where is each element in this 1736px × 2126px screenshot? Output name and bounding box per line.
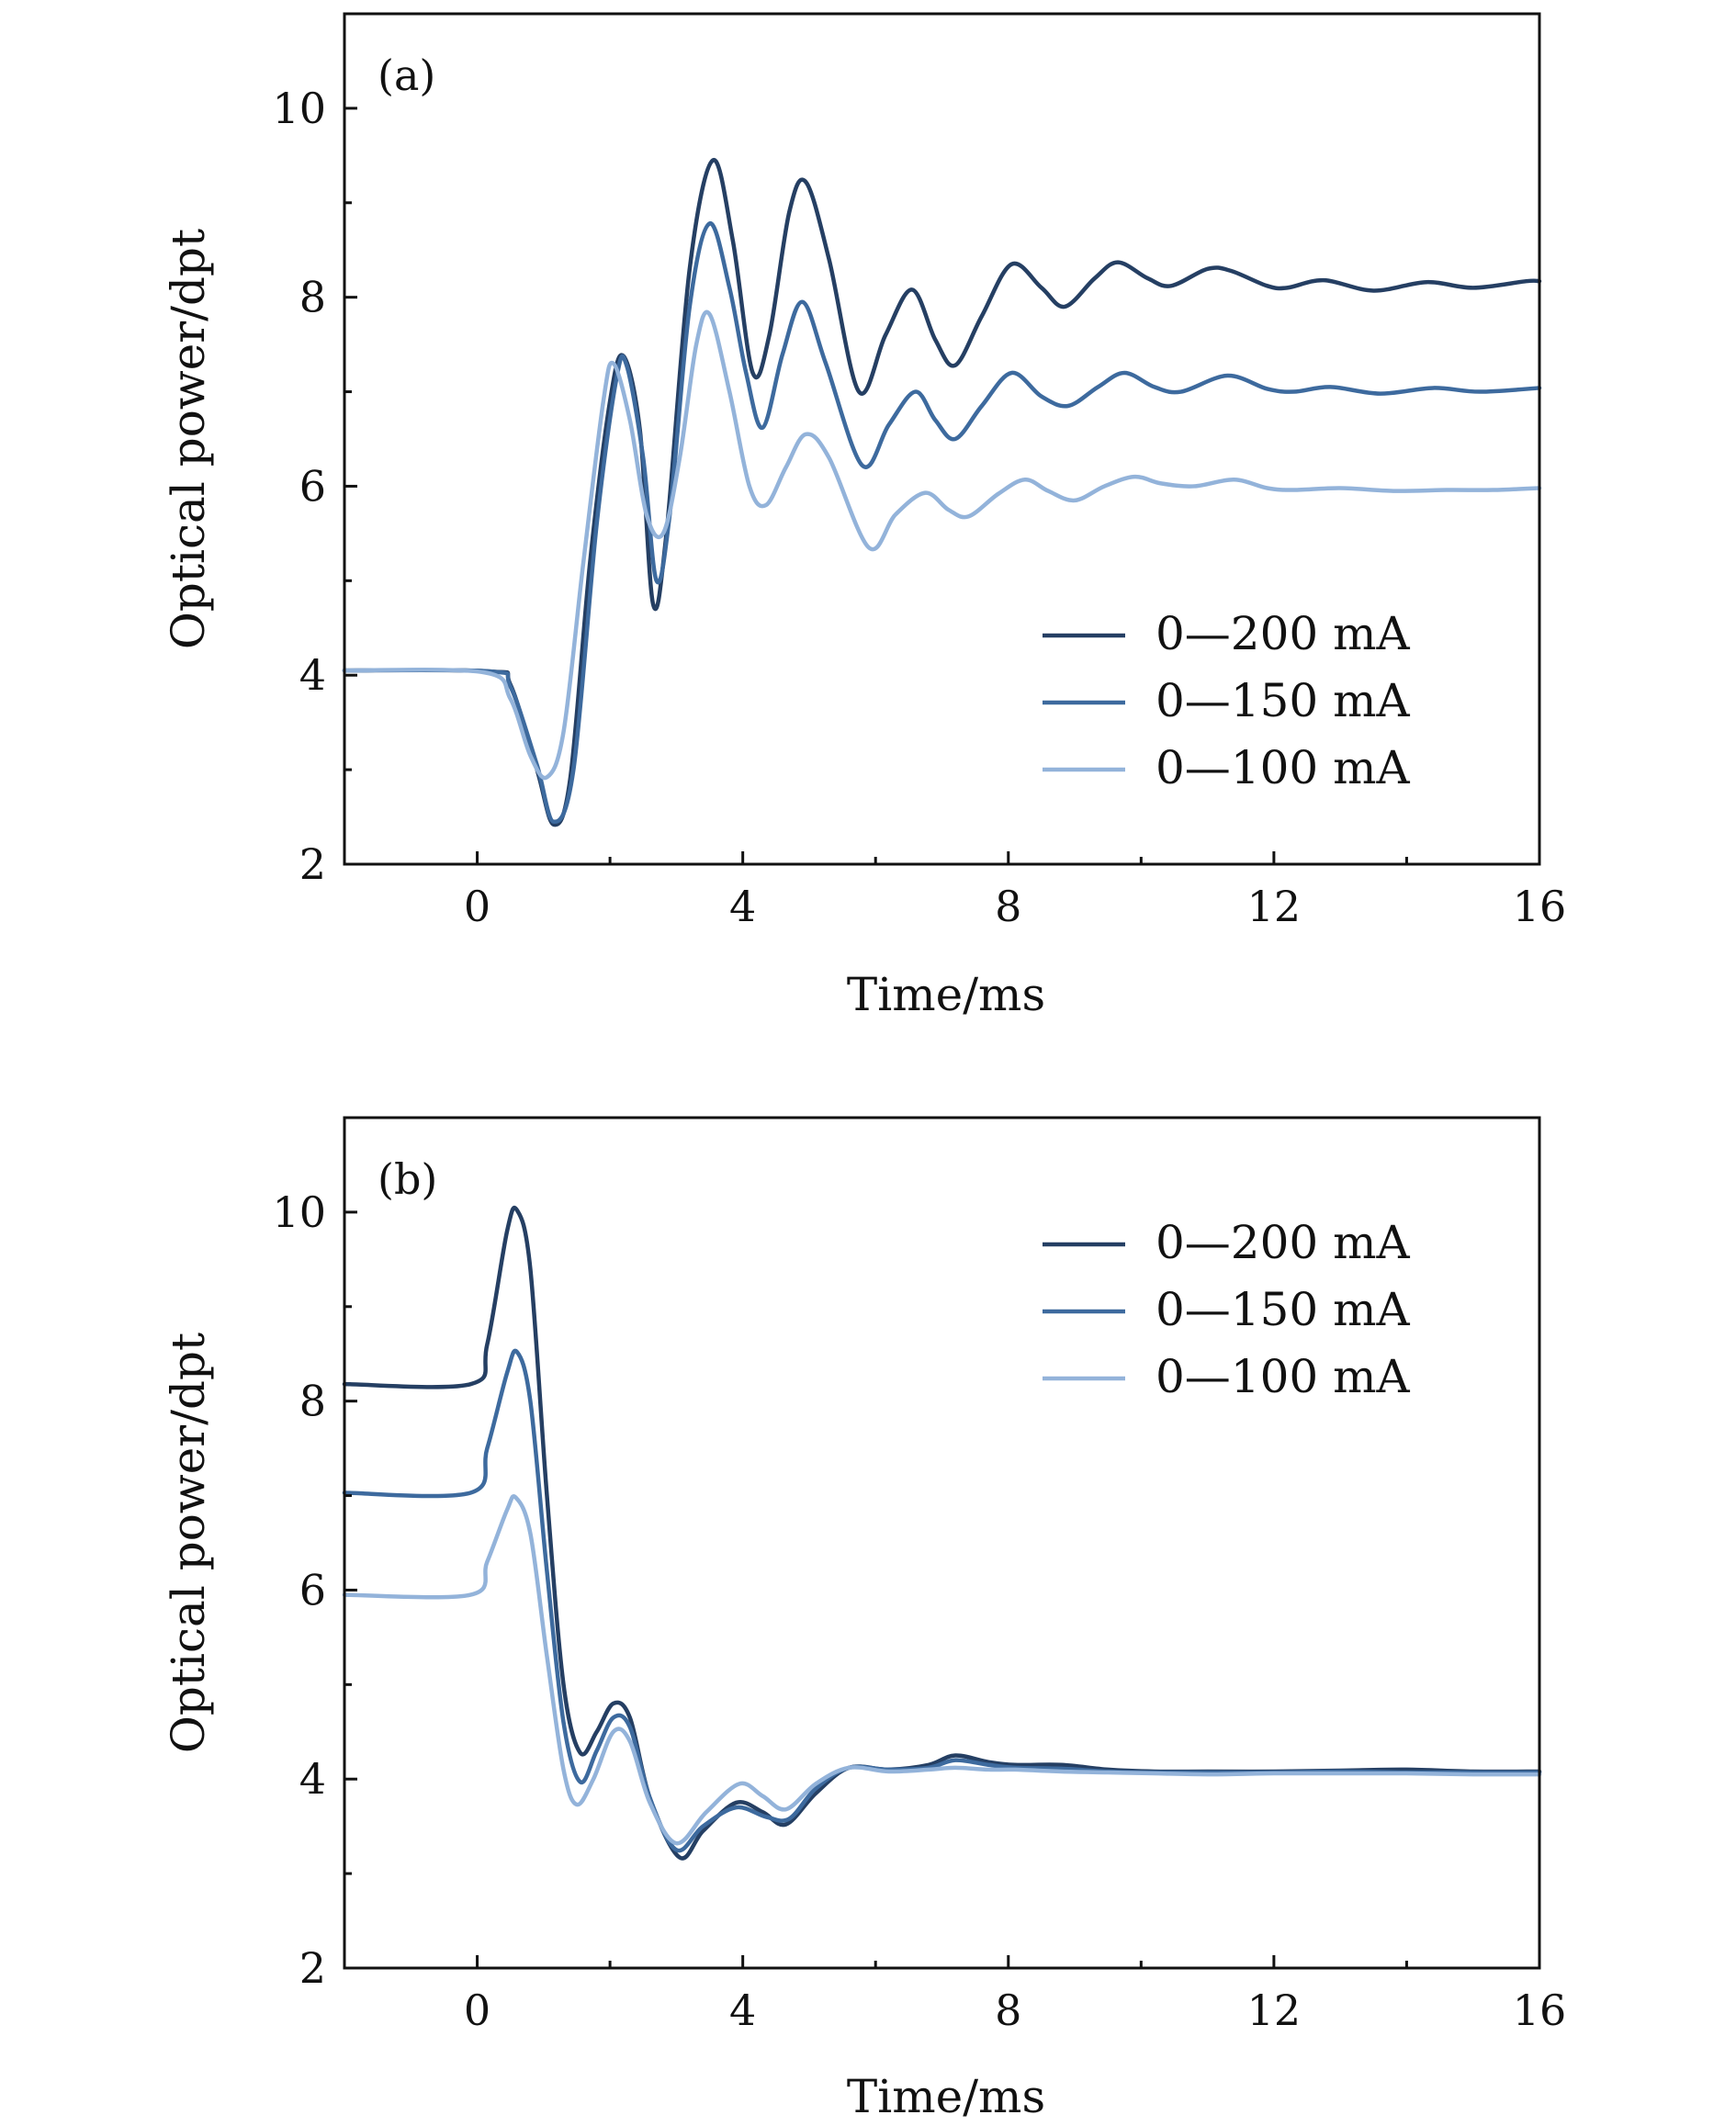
y-tick-label: 10 <box>272 84 326 133</box>
x-tick-label: 16 <box>1513 882 1567 931</box>
panel-a: 2 4 6 8 10 0 4 8 12 16 (a) Time/ms Optical power… <box>162 12 1566 1021</box>
panel-b-y-axis-label: Optical power/dpt <box>162 1333 215 1753</box>
panel-b-series-line-150 <box>342 1348 1542 1853</box>
panel-b-legend-label-100: 0—100 mA <box>1155 1350 1411 1403</box>
panel-b-label: (b) <box>378 1154 437 1204</box>
panel-b-ticks <box>343 1210 1541 1970</box>
panel-a-label: (a) <box>378 51 435 100</box>
y-tick-label: 10 <box>272 1187 326 1237</box>
panel-a-x-tick-labels: 0 4 8 12 16 <box>464 882 1566 931</box>
y-tick-label: 6 <box>299 461 326 511</box>
x-tick-label: 0 <box>464 882 490 931</box>
x-tick-label: 8 <box>995 882 1021 931</box>
x-tick-label: 4 <box>729 1985 756 2035</box>
panel-b-series-line-100 <box>342 1494 1542 1846</box>
panel-a-x-axis-label: Time/ms <box>847 968 1045 1021</box>
y-tick-label: 8 <box>299 1377 326 1426</box>
x-tick-label: 0 <box>464 1985 490 2035</box>
panel-a-y-axis-label: Optical power/dpt <box>162 229 215 649</box>
panel-a-legend-label-100: 0—100 mA <box>1155 741 1411 794</box>
y-tick-label: 4 <box>299 650 326 700</box>
panel-b-x-axis-label: Time/ms <box>847 2070 1045 2123</box>
panel-b-legend-label-200: 0—200 mA <box>1155 1216 1411 1269</box>
panel-b-legend-label-150: 0—150 mA <box>1155 1283 1411 1336</box>
panel-b-series <box>342 1205 1542 1861</box>
x-tick-label: 4 <box>729 882 756 931</box>
x-tick-label: 12 <box>1247 1985 1302 2035</box>
panel-a-legend: 0—200 mA 0—150 mA 0—100 mA <box>1043 607 1411 794</box>
y-tick-label: 2 <box>299 1943 326 1993</box>
x-tick-label: 8 <box>995 1985 1021 2035</box>
panel-a-y-tick-labels: 2 4 6 8 10 <box>272 84 326 889</box>
y-tick-label: 6 <box>299 1565 326 1614</box>
panel-a-series <box>342 158 1542 827</box>
y-tick-label: 2 <box>299 839 326 889</box>
panel-b-x-tick-labels: 0 4 8 12 16 <box>464 1985 1566 2035</box>
panel-a-legend-label-150: 0—150 mA <box>1155 674 1411 727</box>
panel-a-legend-label-200: 0—200 mA <box>1155 607 1411 660</box>
x-tick-label: 12 <box>1247 882 1302 931</box>
panel-a-series-line-150 <box>342 221 1542 825</box>
panel-b: 2 4 6 8 10 0 4 8 12 16 (b) Time/ms Optical power… <box>162 1116 1566 2123</box>
panel-b-legend: 0—200 mA 0—150 mA 0—100 mA <box>1043 1216 1411 1403</box>
panel-a-axes-frame <box>343 12 1541 866</box>
x-tick-label: 16 <box>1513 1985 1567 2035</box>
panel-b-axes-frame <box>343 1116 1541 1970</box>
y-tick-label: 8 <box>299 273 326 322</box>
panel-b-y-tick-labels: 2 4 6 8 10 <box>272 1187 326 1993</box>
panel-a-series-line-200 <box>342 158 1542 827</box>
panel-a-ticks <box>343 107 1541 866</box>
y-tick-label: 4 <box>299 1754 326 1804</box>
panel-a-series-line-100 <box>342 309 1542 781</box>
